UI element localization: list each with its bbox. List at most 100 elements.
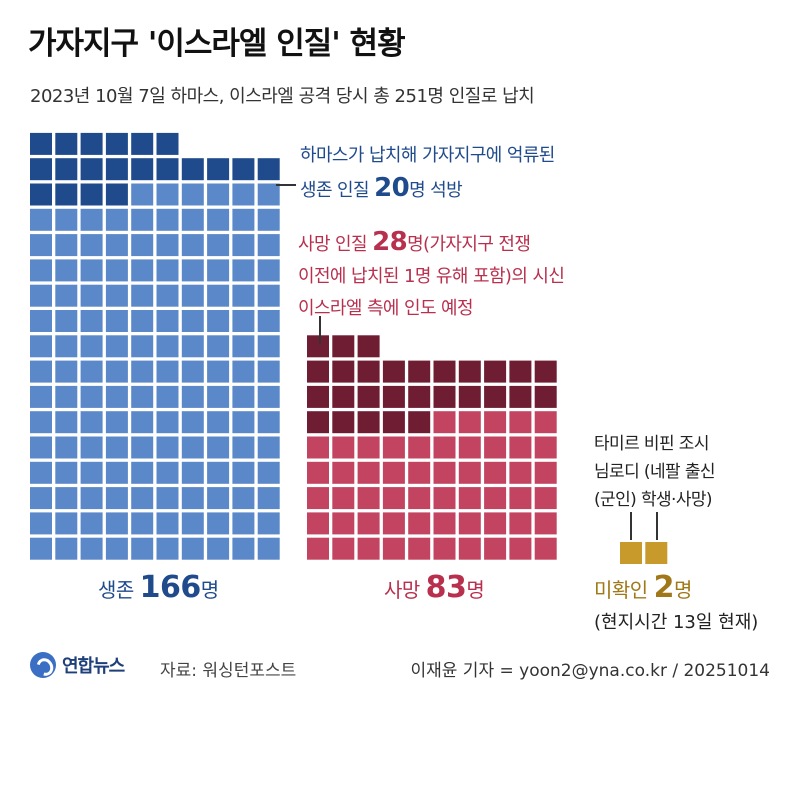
dead-square [458, 360, 481, 383]
alive-square [131, 158, 154, 181]
alive-square [232, 360, 255, 383]
alive-square [257, 512, 280, 535]
alive-square [105, 158, 128, 181]
alive-square [55, 411, 78, 434]
dead-annotation-line2: 이전에 납치된 1명 유해 포함)의 시신 [298, 266, 565, 287]
alive-square [30, 487, 52, 510]
dead-square [458, 487, 481, 510]
alive-square [156, 385, 179, 408]
alive-square [55, 537, 78, 560]
alive-square [232, 158, 255, 181]
alive-square [232, 259, 255, 282]
alive-label: 생존 166명 [98, 570, 219, 605]
alive-square [55, 487, 78, 510]
dead-square [484, 512, 507, 535]
alive-square [30, 132, 52, 155]
alive-square [30, 234, 52, 257]
alive-square [156, 487, 179, 510]
dead-square [458, 537, 481, 560]
dead-square [382, 512, 405, 535]
alive-square [207, 158, 230, 181]
alive-square [131, 208, 154, 231]
alive-prefix: 생존 [98, 578, 140, 602]
alive-square [105, 208, 128, 231]
alive-square [131, 183, 154, 206]
dead-square [509, 512, 532, 535]
alive-square [257, 487, 280, 510]
dead-square [534, 487, 557, 510]
missing-label: 미확인 2명 [594, 570, 692, 605]
alive-square [131, 461, 154, 484]
dead-unit: 명 [466, 578, 485, 602]
dead-square [357, 436, 380, 459]
dead-square [408, 360, 431, 383]
missing-leader-left [630, 512, 632, 540]
alive-square [257, 385, 280, 408]
dead-square [382, 385, 405, 408]
alive-square [156, 310, 179, 332]
alive-square [105, 259, 128, 282]
alive-square [257, 259, 280, 282]
alive-square [257, 537, 280, 560]
dead-square [332, 411, 355, 434]
alive-square [80, 335, 103, 358]
dead-square [433, 487, 456, 510]
alive-square [30, 360, 52, 383]
alive-square [105, 183, 128, 206]
freed-suffix: 명 석방 [409, 180, 463, 201]
missing-annotation: 타미르 비핀 조시 님로디 (네팔 출신 (군인) 학생·사망) [594, 430, 716, 514]
dead-square [458, 436, 481, 459]
dead-square [408, 461, 431, 484]
alive-square [232, 436, 255, 459]
alive-square [257, 208, 280, 231]
missing-annotation-line3: (군인) 학생·사망) [594, 490, 713, 510]
dead-square [534, 461, 557, 484]
dead-annotation-line3: 이스라엘 측에 인도 예정 [298, 298, 474, 319]
dead-square [332, 537, 355, 560]
dead-square [382, 436, 405, 459]
alive-square [156, 335, 179, 358]
dead-square [357, 335, 380, 358]
missing-annotation-line2: 님로디 (네팔 출신 [594, 462, 716, 482]
dead-line1-suffix: 명(가자지구 전쟁 [407, 234, 531, 255]
dead-square [307, 411, 329, 434]
alive-square [131, 335, 154, 358]
alive-square [30, 183, 52, 206]
dead-square [307, 335, 329, 358]
alive-square [30, 461, 52, 484]
alive-square [232, 335, 255, 358]
alive-square [80, 284, 103, 307]
alive-square [105, 537, 128, 560]
dead-square [484, 436, 507, 459]
alive-square [80, 411, 103, 434]
alive-square [207, 487, 230, 510]
dead-square [534, 385, 557, 408]
alive-square [131, 284, 154, 307]
alive-square [156, 158, 179, 181]
alive-square [156, 436, 179, 459]
alive-square [156, 259, 179, 282]
alive-square [131, 487, 154, 510]
missing-annotation-line1: 타미르 비핀 조시 [594, 434, 709, 454]
dead-square [433, 537, 456, 560]
alive-square [232, 310, 255, 332]
dead-square [408, 487, 431, 510]
alive-square [156, 461, 179, 484]
alive-square [181, 310, 204, 332]
dead-square [458, 512, 481, 535]
dead-square [357, 360, 380, 383]
alive-square [131, 259, 154, 282]
alive-square [55, 461, 78, 484]
alive-square [30, 310, 52, 332]
dead-square [332, 436, 355, 459]
missing-square [645, 542, 668, 564]
alive-square [257, 183, 280, 206]
alive-square [207, 335, 230, 358]
alive-square [232, 208, 255, 231]
dead-square [408, 537, 431, 560]
alive-square [105, 335, 128, 358]
alive-square [80, 385, 103, 408]
alive-square [156, 360, 179, 383]
alive-square [131, 234, 154, 257]
alive-square [181, 461, 204, 484]
